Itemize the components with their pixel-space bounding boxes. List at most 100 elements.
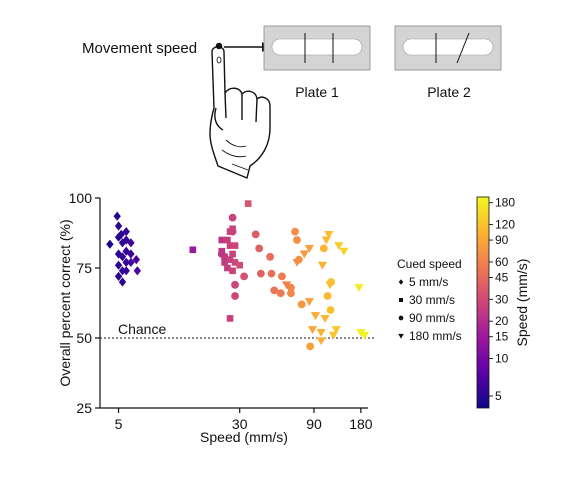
data-point-triangle-down <box>304 298 314 306</box>
chance-label: Chance <box>118 321 166 337</box>
data-point-triangle-down <box>320 314 330 323</box>
data-point-square <box>226 242 234 249</box>
colorbar-tick-label: 10 <box>495 352 509 366</box>
y-tick-label: 25 <box>76 400 92 416</box>
legend: Cued speed 5 mm/s 30 mm/s 90 mm/s 180 mm/s <box>397 257 462 343</box>
data-point-circle <box>255 244 264 253</box>
data-point-triangle-down <box>281 281 292 290</box>
data-point-triangle-down <box>307 326 318 334</box>
data-point-diamond <box>127 238 135 248</box>
data-point-circle <box>278 272 286 281</box>
data-point-square <box>236 261 244 269</box>
data-point-diamond <box>133 266 142 276</box>
legend-label: 30 mm/s <box>409 293 455 307</box>
data-point-square <box>231 259 239 266</box>
colorbar-tick-label: 20 <box>495 314 509 328</box>
data-point-triangle-down <box>328 331 339 340</box>
data-point-square <box>224 264 231 272</box>
data-point-square <box>229 267 236 275</box>
colorbar-tick-label: 30 <box>495 292 509 306</box>
legend-marker-square <box>398 297 404 303</box>
data-point-square <box>226 256 234 263</box>
x-tick-label: 30 <box>232 416 248 432</box>
data-point-diamond <box>127 257 135 267</box>
colorbar-tick-label: 90 <box>495 233 509 247</box>
data-point-circle <box>231 292 239 300</box>
data-point-circle <box>270 286 279 295</box>
data-point-diamond <box>114 271 123 281</box>
data-point-circle <box>267 269 276 278</box>
plate-1-label: Plate 1 <box>295 84 339 100</box>
x-tick-label: 90 <box>306 416 322 432</box>
pointing-hand-icon <box>209 42 271 179</box>
data-point-triangle-down <box>310 312 321 320</box>
data-point-circle <box>228 227 237 236</box>
data-point-circle <box>251 230 260 239</box>
y-tick-label: 100 <box>69 190 93 206</box>
data-point-circle <box>287 289 295 298</box>
colorbar-tick-label: 120 <box>495 218 515 232</box>
x-ticks: 5 30 90 180 <box>115 408 373 432</box>
data-point-triangle-down <box>359 331 370 340</box>
illustration: Movement speed Plate 1 Plate 2 <box>82 25 502 179</box>
y-axis-title: Overall percent correct (%) <box>57 219 73 386</box>
movement-speed-label: Movement speed <box>82 40 197 57</box>
data-point-triangle-down <box>321 236 331 245</box>
data-point-triangle-down <box>317 261 328 270</box>
colorbar-gradient <box>476 196 490 409</box>
x-tick-label: 5 <box>115 416 123 432</box>
data-point-square <box>221 259 228 266</box>
colorbar-tick-label: 180 <box>495 196 515 210</box>
data-point-diamond <box>122 266 130 276</box>
data-point-circle <box>240 272 248 281</box>
data-point-triangle-down <box>339 247 349 256</box>
data-point-circle <box>287 283 295 292</box>
data-point-circle <box>266 252 274 261</box>
data-point-triangle-down <box>331 326 341 334</box>
data-points <box>106 200 370 351</box>
data-point-square <box>244 200 252 207</box>
data-point-square <box>229 250 236 258</box>
data-point-circle <box>217 250 226 258</box>
data-point-square <box>226 315 234 322</box>
data-point-diamond <box>118 266 127 276</box>
data-point-triangle-down <box>316 328 326 337</box>
data-point-triangle-down <box>304 244 314 253</box>
legend-marker-diamond <box>398 279 404 285</box>
data-point-square <box>224 236 231 244</box>
x-axis-title: Speed (mm/s) <box>200 429 288 445</box>
data-point-circle <box>228 213 237 222</box>
data-point-diamond <box>114 260 123 270</box>
data-point-diamond <box>118 252 127 262</box>
data-point-diamond <box>118 277 127 287</box>
plate-2 <box>394 25 502 71</box>
data-point-triangle-down <box>334 242 344 250</box>
data-point-circle <box>291 227 299 236</box>
data-point-circle <box>297 300 306 309</box>
data-point-circle <box>276 289 285 298</box>
data-point-diamond <box>114 221 123 231</box>
data-point-square <box>231 242 239 249</box>
legend-label: 5 mm/s <box>409 275 448 289</box>
data-point-square <box>218 236 226 244</box>
data-point-circle <box>319 244 328 253</box>
scatter-plot: Chance 25 50 75 100 5 30 90 180 Overall percen… <box>57 190 376 445</box>
data-point-square <box>221 253 228 261</box>
legend-marker-triangle-down <box>398 333 404 339</box>
data-point-diamond <box>122 235 130 245</box>
data-point-square <box>189 246 197 254</box>
data-point-circle <box>256 269 265 278</box>
data-point-triangle-down <box>316 337 326 346</box>
data-point-triangle-down <box>324 230 334 239</box>
legend-title: Cued speed <box>397 257 462 271</box>
plate-1 <box>263 25 371 71</box>
data-point-diamond <box>122 227 130 237</box>
legend-marker-circle <box>398 315 404 321</box>
legend-label: 180 mm/s <box>409 329 462 343</box>
y-ticks: 25 50 75 100 <box>69 190 100 416</box>
data-point-diamond <box>118 238 127 248</box>
y-tick-label: 75 <box>76 260 92 276</box>
